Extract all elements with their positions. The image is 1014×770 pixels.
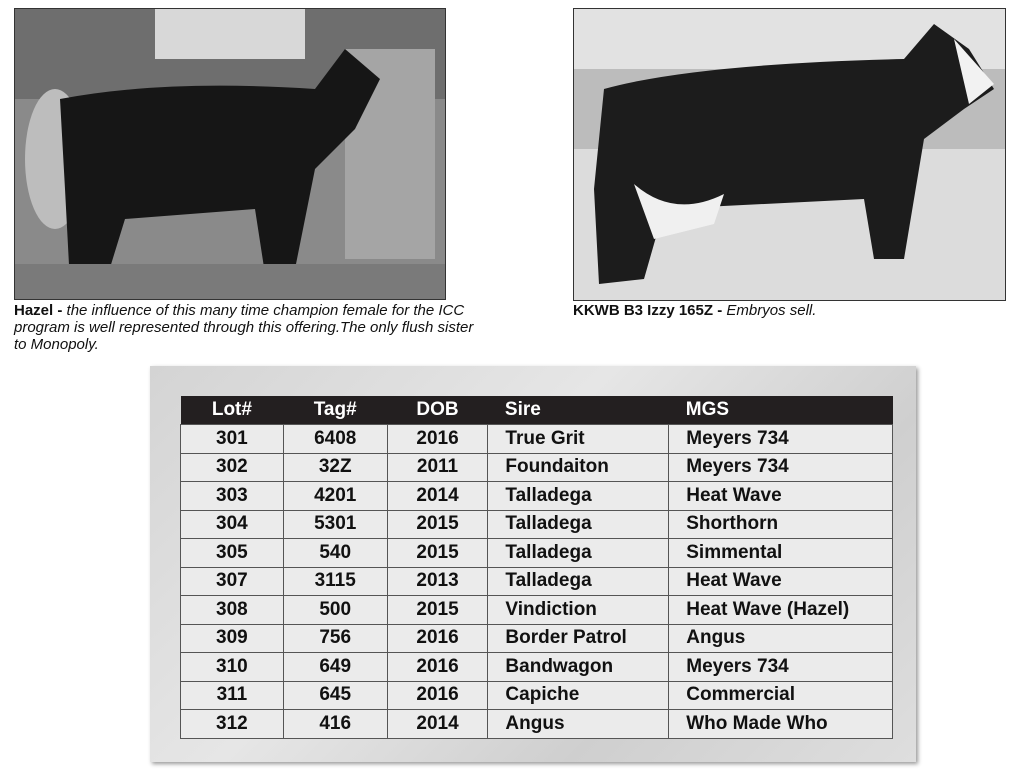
table-cell: Meyers 734: [668, 452, 893, 482]
caption-izzy: KKWB B3 Izzy 165Z - Embryos sell.: [573, 302, 1003, 319]
table-cell: Meyers 734: [668, 424, 893, 454]
table-panel: Lot# Tag# DOB Sire MGS 301 6408 2016 True Grit M…: [150, 366, 916, 762]
table-cell: 2014: [386, 709, 489, 739]
table-cell: 2016: [386, 652, 489, 682]
table-cell: 5301: [282, 509, 388, 539]
table-cell: 312: [180, 709, 284, 739]
table-cell: 3115: [282, 566, 388, 596]
caption-name: Hazel -: [14, 302, 63, 319]
table-cell: Heat Wave: [668, 481, 893, 511]
table-cell: 2016: [386, 680, 489, 710]
table-cell: Talladega: [487, 538, 670, 568]
column-header: MGS: [668, 396, 893, 425]
table-cell: Angus: [668, 623, 893, 653]
photo-izzy: [573, 8, 1006, 301]
table-cell: Talladega: [487, 509, 670, 539]
lot-table: Lot# Tag# DOB Sire MGS 301 6408 2016 True Grit M…: [180, 396, 893, 739]
table-cell: 302: [180, 452, 284, 482]
photo-hazel: [14, 8, 446, 300]
caption-name: KKWB B3 Izzy 165Z -: [573, 302, 723, 319]
table-cell: 310: [180, 652, 284, 682]
table-cell: 756: [282, 623, 388, 653]
table-row: 307 3115 2013 Talladega Heat Wave: [180, 566, 893, 596]
table-cell: Talladega: [487, 481, 670, 511]
table-cell: 308: [180, 595, 284, 625]
table-cell: 32Z: [282, 452, 388, 482]
table-cell: Shorthorn: [668, 509, 893, 539]
table-cell: 416: [282, 709, 388, 739]
table-cell: 645: [282, 680, 388, 710]
table-cell: Commercial: [668, 680, 893, 710]
table-row: 312 416 2014 Angus Who Made Who: [180, 709, 893, 739]
table-row: 304 5301 2015 Talladega Shorthorn: [180, 509, 893, 539]
table-row: 310 649 2016 Bandwagon Meyers 734: [180, 652, 893, 682]
column-header: DOB: [387, 396, 488, 425]
table-cell: 2016: [386, 623, 489, 653]
table-cell: Foundaiton: [487, 452, 670, 482]
table-cell: Border Patrol: [487, 623, 670, 653]
table-cell: 6408: [282, 424, 388, 454]
table-row: 301 6408 2016 True Grit Meyers 734: [180, 424, 893, 454]
table-row: 305 540 2015 Talladega Simmental: [180, 538, 893, 568]
column-header: Sire: [487, 396, 669, 425]
table-cell: Heat Wave: [668, 566, 893, 596]
table-cell: 311: [180, 680, 284, 710]
caption-hazel: Hazel - the influence of this many time …: [14, 302, 484, 353]
table-cell: Capiche: [487, 680, 670, 710]
table-row: 311 645 2016 Capiche Commercial: [180, 680, 893, 710]
table-cell: 305: [180, 538, 284, 568]
column-header: Tag#: [283, 396, 388, 425]
table-row: 303 4201 2014 Talladega Heat Wave: [180, 481, 893, 511]
table-row: 309 756 2016 Border Patrol Angus: [180, 623, 893, 653]
table-row: 302 32Z 2011 Foundaiton Meyers 734: [180, 452, 893, 482]
table-cell: 307: [180, 566, 284, 596]
table-cell: 309: [180, 623, 284, 653]
table-cell: 649: [282, 652, 388, 682]
header-row: Lot# Tag# DOB Sire MGS: [180, 396, 893, 425]
table-cell: 500: [282, 595, 388, 625]
table-cell: Bandwagon: [487, 652, 670, 682]
column-header: Lot#: [180, 396, 284, 425]
table-cell: Angus: [487, 709, 670, 739]
table-cell: Heat Wave (Hazel): [668, 595, 893, 625]
table-cell: 540: [282, 538, 388, 568]
table-cell: Meyers 734: [668, 652, 893, 682]
table-cell: 2014: [386, 481, 489, 511]
table-cell: Talladega: [487, 566, 670, 596]
table-cell: 2016: [386, 424, 489, 454]
table-cell: 2015: [386, 538, 489, 568]
table-cell: 301: [180, 424, 284, 454]
table-row: 308 500 2015 Vindiction Heat Wave (Hazel): [180, 595, 893, 625]
table-cell: 304: [180, 509, 284, 539]
table-cell: Who Made Who: [668, 709, 893, 739]
table-cell: 2015: [386, 595, 489, 625]
table-cell: 2015: [386, 509, 489, 539]
caption-text: Embryos sell.: [726, 302, 817, 319]
table-cell: 303: [180, 481, 284, 511]
table-cell: Vindiction: [487, 595, 670, 625]
table-cell: 4201: [282, 481, 388, 511]
caption-text: the influence of this many time champion…: [14, 302, 474, 353]
table-cell: True Grit: [487, 424, 670, 454]
table-cell: Simmental: [668, 538, 893, 568]
table-cell: 2013: [386, 566, 489, 596]
table-cell: 2011: [386, 452, 489, 482]
